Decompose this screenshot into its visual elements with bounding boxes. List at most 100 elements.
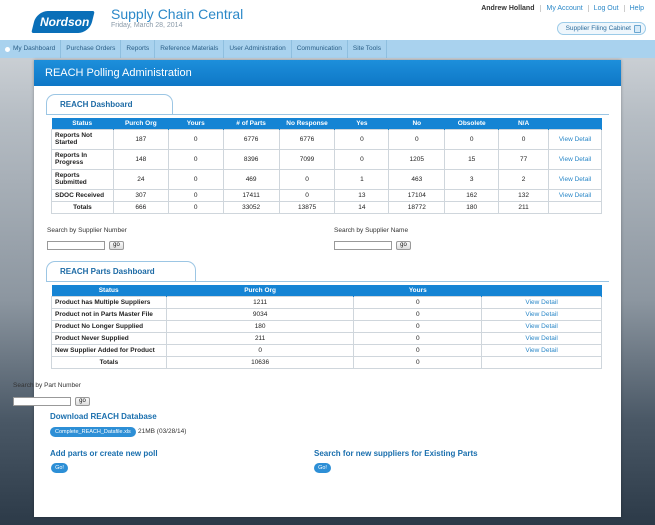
view-detail-link[interactable]: View Detail [548,148,602,170]
cell-yours: 0 [353,331,483,345]
add-parts-go-button[interactable]: Go! [51,463,68,473]
cabinet-label: Supplier Filing Cabinet [565,25,631,32]
supplier-number-go-button[interactable]: go [109,241,124,250]
total-obsolete: 180 [444,200,500,214]
home-dot-icon [5,46,10,52]
view-detail-link[interactable]: View Detail [481,295,602,309]
row-status: SDOC Received [51,188,114,202]
row-status: Product not in Parts Master File [51,307,167,321]
table-row: Reports Not Started 187 0 6776 6776 0 0 … [51,128,602,150]
view-detail-link[interactable]: View Detail [481,331,602,345]
cell-yours: 0 [353,307,483,321]
empty-cell [548,200,602,214]
cell-parts: 8396 [222,148,280,170]
header: Nordson Supply Chain Central Friday, Mar… [0,0,655,40]
part-number-input[interactable] [13,397,71,406]
part-number-go-button[interactable]: go [75,397,90,406]
view-detail-link[interactable]: View Detail [481,307,602,321]
col-header [481,285,602,296]
totals-row: Totals 666 0 33052 13875 14 18772 180 21… [51,200,602,214]
cell-purch-org: 9034 [165,307,355,321]
nav-reports[interactable]: Reports [121,40,156,58]
add-parts-title: Add parts or create new poll [50,449,158,458]
col-header: No [388,118,446,129]
part-number-label: Search by Part Number [13,382,81,389]
totals-label: Totals [51,355,167,369]
cell-purch-org: 0 [165,343,355,357]
download-file-button[interactable]: Complete_REACH_Datafile.xls [50,427,136,437]
supplier-name-input[interactable] [334,241,392,250]
my-account-link[interactable]: My Account [540,5,587,12]
cell-na: 132 [498,188,550,202]
supplier-name-go-button[interactable]: go [396,241,411,250]
nav-purchase-orders[interactable]: Purchase Orders [61,40,122,58]
cell-na: 77 [498,148,550,170]
cell-no: 463 [388,168,446,190]
help-link[interactable]: Help [623,5,649,12]
cell-yours: 0 [167,188,224,202]
content-panel: REACH Polling Administration REACH Dashb… [13,60,621,517]
cell-no: 0 [388,128,446,150]
col-header: Yours [353,285,483,296]
view-detail-link[interactable]: View Detail [548,168,602,190]
view-detail-link[interactable]: View Detail [481,319,602,333]
table-header-row: Status Purch Org Yours # of Parts No Res… [51,118,602,129]
nav-communication[interactable]: Communication [292,40,348,58]
row-status: Product No Longer Supplied [51,319,167,333]
row-status: Product has Multiple Suppliers [51,295,167,309]
supplier-number-label: Search by Supplier Number [47,227,127,234]
cell-yours: 0 [353,295,483,309]
cell-no: 17104 [388,188,446,202]
app-date: Friday, March 28, 2014 [111,22,183,29]
file-meta: 21MB (03/28/14) [138,428,187,435]
cell-na: 2 [498,168,550,190]
row-status: Reports Not Started [51,128,114,150]
cell-yes: 1 [334,168,390,190]
row-status: New Supplier Added for Product [51,343,167,357]
nav-my-dashboard[interactable]: My Dashboard [0,40,62,58]
cell-obsolete: 162 [444,188,500,202]
cell-na: 0 [498,128,550,150]
cell-no-response: 7099 [278,148,336,170]
view-detail-link[interactable]: View Detail [481,343,602,357]
download-title: Download REACH Database [50,412,157,421]
col-header: Obsolete [444,118,500,129]
col-header: N/A [498,118,550,129]
cell-purch-org: 187 [112,128,169,150]
view-detail-link[interactable]: View Detail [548,128,602,150]
cell-purch-org: 180 [165,319,355,333]
cell-yours: 0 [353,343,483,357]
search-suppliers-go-button[interactable]: Go! [314,463,331,473]
cell-purch-org: 148 [112,148,169,170]
col-header: Status [51,118,114,129]
supplier-name-label: Search by Supplier Name [334,227,409,234]
cell-no-response: 6776 [278,128,336,150]
total-yours: 0 [353,355,483,369]
reach-parts-dashboard-tab: REACH Parts Dashboard [46,261,196,281]
search-suppliers-title: Search for new suppliers for Existing Pa… [314,449,478,458]
nordson-logo[interactable]: Nordson [31,11,95,33]
empty-cell [481,355,602,369]
divider [46,281,609,282]
view-detail-link[interactable]: View Detail [548,188,602,202]
cell-yes: 0 [334,128,390,150]
col-header: Yours [168,118,224,129]
col-header: Status [51,285,167,296]
cabinet-icon [634,24,641,33]
supplier-filing-cabinet-button[interactable]: Supplier Filing Cabinet [556,22,646,35]
log-out-link[interactable]: Log Out [587,5,624,12]
total-na: 211 [498,200,550,214]
total-yours: 0 [167,200,224,214]
nav-reference-materials[interactable]: Reference Materials [155,40,225,58]
page-title: REACH Polling Administration [34,60,621,86]
supplier-number-input[interactable] [47,241,105,250]
table-row: Product Never Supplied 211 0 View Detail [51,331,602,345]
table-row: Reports Submitted 24 0 469 0 1 463 3 2 V… [51,168,602,190]
nav-user-administration[interactable]: User Administration [224,40,292,58]
table-row: Product not in Parts Master File 9034 0 … [51,307,602,321]
reach-parts-table: Status Purch Org Yours Product has Multi… [51,285,602,369]
nav-site-tools[interactable]: Site Tools [348,40,387,58]
cell-yours: 0 [167,168,224,190]
cell-no-response: 0 [278,168,336,190]
app-title: Supply Chain Central [111,6,244,22]
